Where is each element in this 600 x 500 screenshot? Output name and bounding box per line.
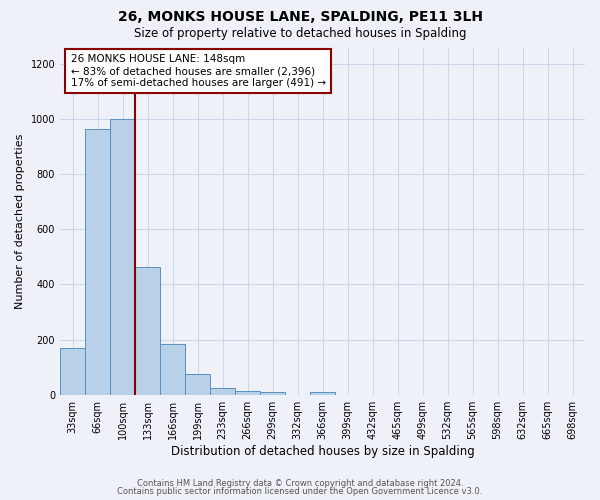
Y-axis label: Number of detached properties: Number of detached properties	[15, 134, 25, 309]
Bar	[60, 348, 85, 395]
Text: Contains public sector information licensed under the Open Government Licence v3: Contains public sector information licen…	[118, 487, 482, 496]
Bar	[310, 392, 335, 394]
Bar	[85, 129, 110, 394]
Text: 26, MONKS HOUSE LANE, SPALDING, PE11 3LH: 26, MONKS HOUSE LANE, SPALDING, PE11 3LH	[118, 10, 482, 24]
Bar	[160, 344, 185, 394]
Bar	[235, 390, 260, 394]
Bar	[185, 374, 210, 394]
Text: 26 MONKS HOUSE LANE: 148sqm
← 83% of detached houses are smaller (2,396)
17% of : 26 MONKS HOUSE LANE: 148sqm ← 83% of det…	[71, 54, 326, 88]
Text: Size of property relative to detached houses in Spalding: Size of property relative to detached ho…	[134, 28, 466, 40]
Bar	[210, 388, 235, 394]
Text: Contains HM Land Registry data © Crown copyright and database right 2024.: Contains HM Land Registry data © Crown c…	[137, 478, 463, 488]
X-axis label: Distribution of detached houses by size in Spalding: Distribution of detached houses by size …	[170, 444, 475, 458]
Bar	[260, 392, 285, 394]
Bar	[135, 266, 160, 394]
Bar	[110, 119, 135, 394]
